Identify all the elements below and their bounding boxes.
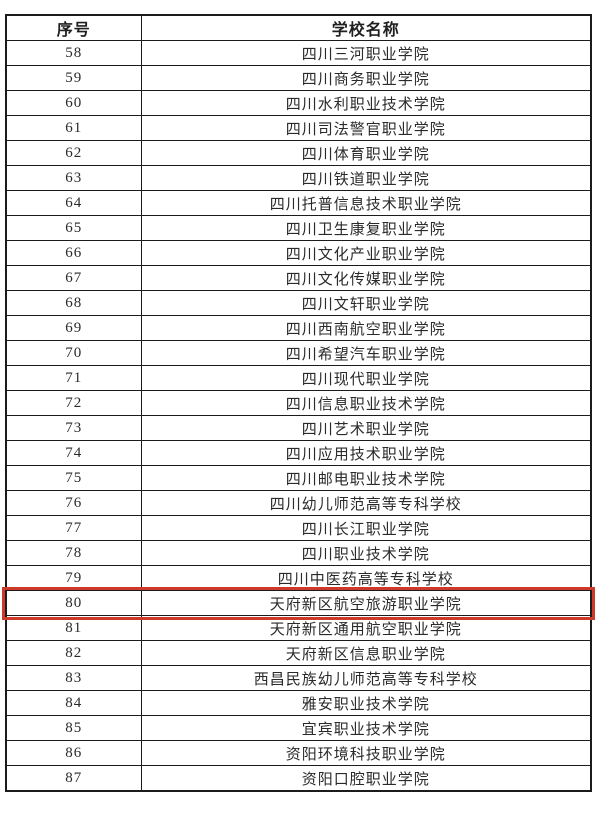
- cell-school-name: 四川司法警官职业学院: [140, 115, 592, 141]
- table-row: 66 四川文化产业职业学院: [5, 240, 592, 266]
- cell-serial-no: 82: [5, 640, 142, 666]
- cell-school-name: 天府新区通用航空职业学院: [140, 615, 592, 641]
- cell-school-name: 四川信息职业技术学院: [140, 390, 592, 416]
- cell-serial-no: 80: [5, 590, 142, 616]
- table-row: 69 四川西南航空职业学院: [5, 315, 592, 341]
- cell-serial-no: 61: [5, 115, 142, 141]
- cell-school-name: 雅安职业技术学院: [140, 690, 592, 716]
- table-row: 74 四川应用技术职业学院: [5, 440, 592, 466]
- table-row: 63 四川铁道职业学院: [5, 165, 592, 191]
- cell-serial-no: 67: [5, 265, 142, 291]
- cell-school-name: 天府新区航空旅游职业学院: [140, 590, 592, 616]
- table-row: 85 宜宾职业技术学院: [5, 715, 592, 741]
- table-row: 65 四川卫生康复职业学院: [5, 215, 592, 241]
- cell-serial-no: 59: [5, 65, 142, 91]
- table-row: 70 四川希望汽车职业学院: [5, 340, 592, 366]
- table-row: 62 四川体育职业学院: [5, 140, 592, 166]
- table-row: 60 四川水利职业技术学院: [5, 90, 592, 116]
- cell-school-name: 四川中医药高等专科学校: [140, 565, 592, 591]
- table-body: 58 四川三河职业学院 59 四川商务职业学院 60 四川水利职业技术学院 61 四川司法警官…: [2, 40, 595, 792]
- table-row: 72 四川信息职业技术学院: [5, 390, 592, 416]
- table-row-highlighted: 80 天府新区航空旅游职业学院: [2, 586, 595, 620]
- cell-school-name: 四川三河职业学院: [140, 40, 592, 66]
- table-row: 78 四川职业技术学院: [5, 540, 592, 566]
- cell-school-name: 四川幼儿师范高等专科学校: [140, 490, 592, 516]
- cell-serial-no: 83: [5, 665, 142, 691]
- cell-school-name: 四川希望汽车职业学院: [140, 340, 592, 366]
- cell-school-name: 西昌民族幼儿师范高等专科学校: [140, 665, 592, 691]
- cell-school-name: 四川卫生康复职业学院: [140, 215, 592, 241]
- table-row: 58 四川三河职业学院: [5, 40, 592, 66]
- table-row: 87 资阳口腔职业学院: [5, 765, 592, 792]
- table-row: 77 四川长江职业学院: [5, 515, 592, 541]
- table-row: 59 四川商务职业学院: [5, 65, 592, 91]
- cell-serial-no: 66: [5, 240, 142, 266]
- cell-serial-no: 73: [5, 415, 142, 441]
- cell-school-name: 四川应用技术职业学院: [140, 440, 592, 466]
- table-row: 82 天府新区信息职业学院: [5, 640, 592, 666]
- cell-serial-no: 79: [5, 565, 142, 591]
- cell-serial-no: 71: [5, 365, 142, 391]
- table-row: 76 四川幼儿师范高等专科学校: [5, 490, 592, 516]
- table-row: 83 西昌民族幼儿师范高等专科学校: [5, 665, 592, 691]
- cell-school-name: 四川商务职业学院: [140, 65, 592, 91]
- cell-serial-no: 78: [5, 540, 142, 566]
- cell-serial-no: 63: [5, 165, 142, 191]
- cell-school-name: 四川文化传媒职业学院: [140, 265, 592, 291]
- cell-serial-no: 81: [5, 615, 142, 641]
- cell-serial-no: 62: [5, 140, 142, 166]
- table-row: 75 四川邮电职业技术学院: [5, 465, 592, 491]
- cell-school-name: 资阳口腔职业学院: [140, 765, 592, 792]
- col-header-school-name: 学校名称: [140, 14, 592, 41]
- table-row: 86 资阳环境科技职业学院: [5, 740, 592, 766]
- cell-school-name: 宜宾职业技术学院: [140, 715, 592, 741]
- cell-school-name: 资阳环境科技职业学院: [140, 740, 592, 766]
- cell-school-name: 四川艺术职业学院: [140, 415, 592, 441]
- cell-serial-no: 64: [5, 190, 142, 216]
- cell-serial-no: 87: [5, 765, 142, 792]
- table-row: 84 雅安职业技术学院: [5, 690, 592, 716]
- cell-serial-no: 68: [5, 290, 142, 316]
- cell-serial-no: 70: [5, 340, 142, 366]
- cell-serial-no: 60: [5, 90, 142, 116]
- cell-serial-no: 65: [5, 215, 142, 241]
- cell-school-name: 四川现代职业学院: [140, 365, 592, 391]
- cell-serial-no: 58: [5, 40, 142, 66]
- cell-school-name: 四川体育职业学院: [140, 140, 592, 166]
- cell-serial-no: 84: [5, 690, 142, 716]
- cell-serial-no: 76: [5, 490, 142, 516]
- cell-serial-no: 74: [5, 440, 142, 466]
- cell-serial-no: 75: [5, 465, 142, 491]
- school-list-table: 序号 学校名称 58 四川三河职业学院 59 四川商务职业学院 60 四川水利职业技术学院…: [2, 14, 595, 792]
- table-row: 67 四川文化传媒职业学院: [5, 265, 592, 291]
- table-header-row: 序号 学校名称: [5, 14, 592, 41]
- table-row: 68 四川文轩职业学院: [5, 290, 592, 316]
- table-row: 64 四川托普信息技术职业学院: [5, 190, 592, 216]
- cell-school-name: 四川长江职业学院: [140, 515, 592, 541]
- table-row: 61 四川司法警官职业学院: [5, 115, 592, 141]
- cell-school-name: 天府新区信息职业学院: [140, 640, 592, 666]
- cell-school-name: 四川铁道职业学院: [140, 165, 592, 191]
- cell-school-name: 四川托普信息技术职业学院: [140, 190, 592, 216]
- table-row: 79 四川中医药高等专科学校: [5, 565, 592, 591]
- cell-school-name: 四川职业技术学院: [140, 540, 592, 566]
- cell-school-name: 四川文化产业职业学院: [140, 240, 592, 266]
- table-row: 81 天府新区通用航空职业学院: [5, 615, 592, 641]
- cell-serial-no: 72: [5, 390, 142, 416]
- cell-serial-no: 86: [5, 740, 142, 766]
- table-row: 71 四川现代职业学院: [5, 365, 592, 391]
- table-row: 73 四川艺术职业学院: [5, 415, 592, 441]
- cell-school-name: 四川文轩职业学院: [140, 290, 592, 316]
- cell-school-name: 四川西南航空职业学院: [140, 315, 592, 341]
- cell-school-name: 四川水利职业技术学院: [140, 90, 592, 116]
- col-header-serial-no: 序号: [5, 14, 142, 41]
- cell-school-name: 四川邮电职业技术学院: [140, 465, 592, 491]
- cell-serial-no: 77: [5, 515, 142, 541]
- cell-serial-no: 85: [5, 715, 142, 741]
- cell-serial-no: 69: [5, 315, 142, 341]
